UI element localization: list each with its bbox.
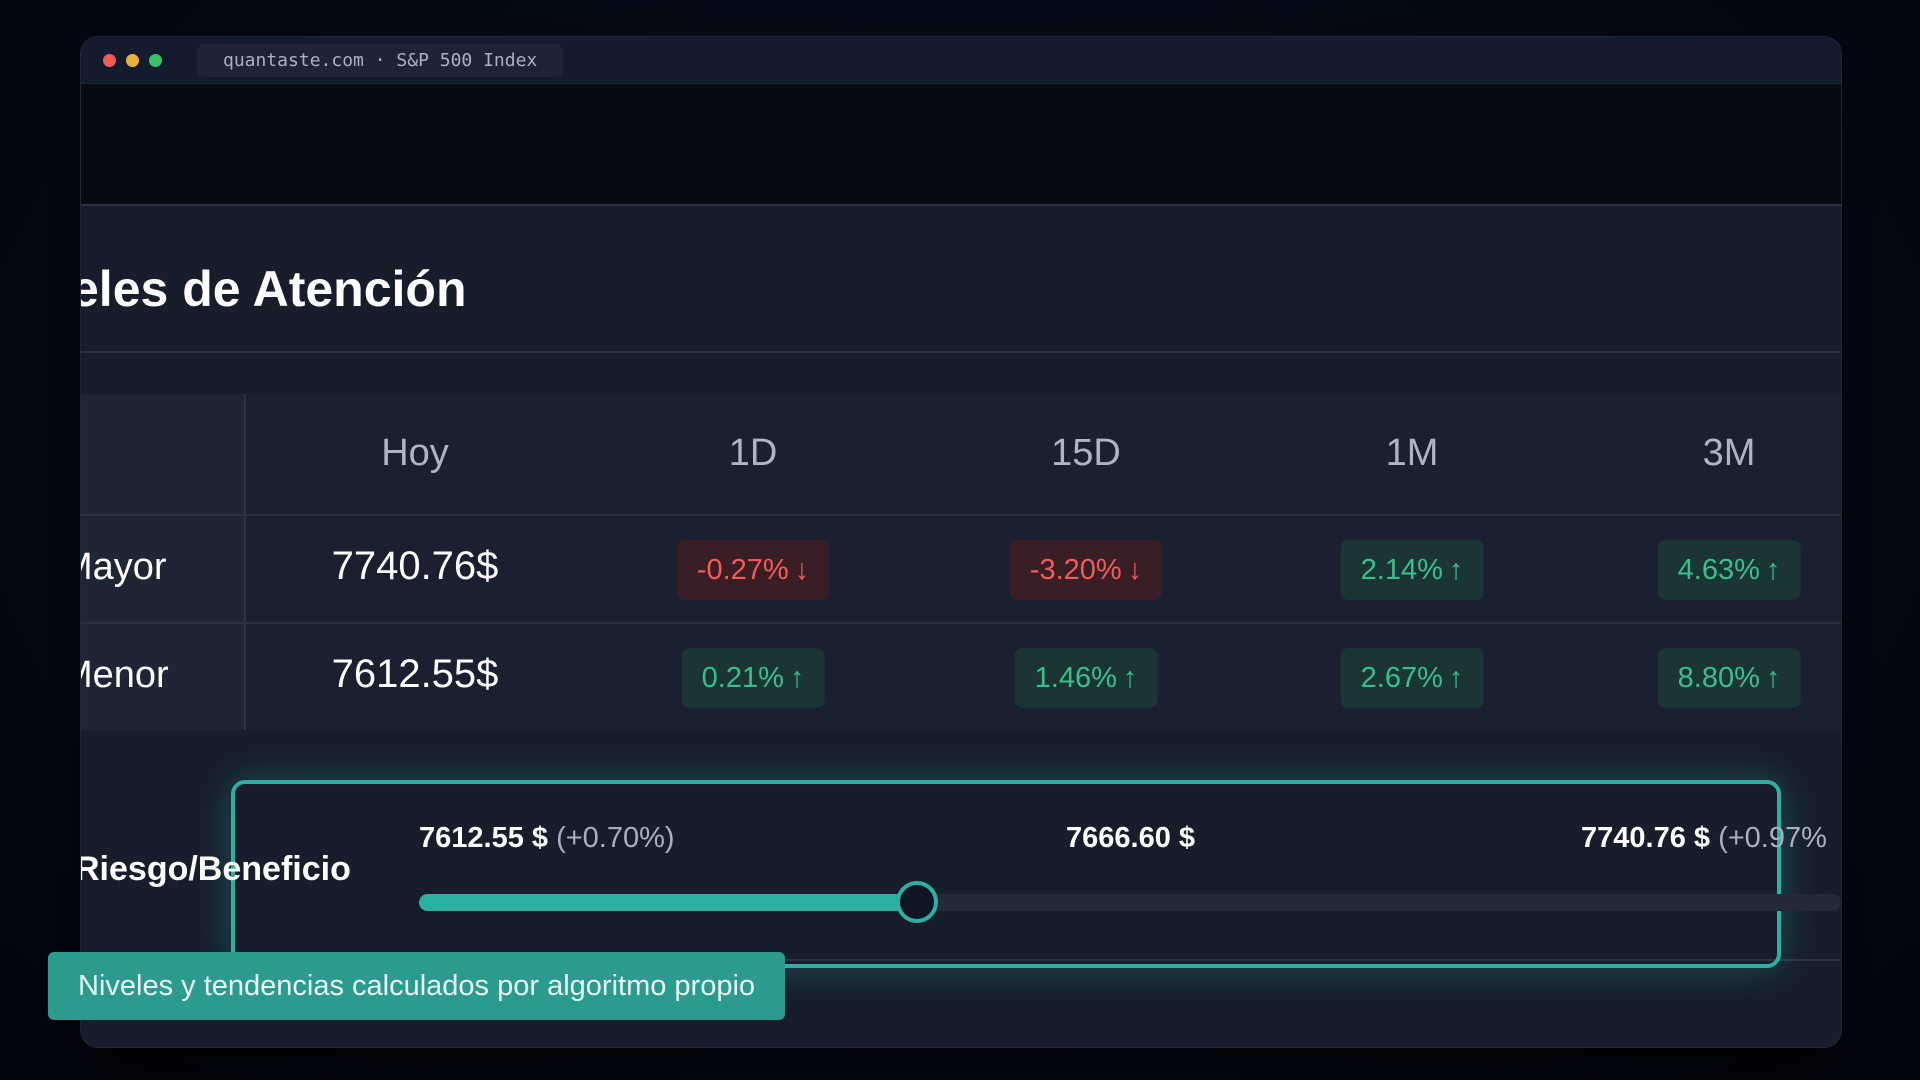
change-chip-mayor-1m: 2.14% ↑: [1340, 540, 1484, 600]
risk-reward-highlight: [231, 780, 1781, 968]
risk-current-price: 7666.60 $: [1066, 822, 1196, 854]
price-menor: 7612.55$: [331, 652, 499, 696]
browser-tab[interactable]: quantaste.com · S&P 500 Index: [197, 44, 564, 77]
change-value: 1.46%: [1034, 662, 1117, 694]
arrow-up-icon: ↑: [1765, 662, 1781, 694]
arrow-up-icon: ↑: [1448, 554, 1464, 586]
row-label-menor: Menor: [81, 654, 169, 696]
title-bar: quantaste.com · S&P 500 Index: [81, 37, 1841, 84]
change-value: 8.80%: [1677, 662, 1760, 694]
change-value: 4.63%: [1677, 554, 1760, 586]
change-value: 0.21%: [701, 662, 784, 694]
change-chip-menor-3m: 8.80% ↑: [1657, 648, 1801, 708]
change-value: 2.67%: [1360, 662, 1443, 694]
price-mayor: 7740.76$: [331, 544, 499, 588]
risk-slider-thumb[interactable]: [895, 881, 938, 923]
caption-banner: Niveles y tendencias calculados por algo…: [48, 952, 786, 1020]
column-header-1d: 1D: [728, 432, 778, 474]
arrow-down-icon: ↓: [794, 554, 810, 586]
risk-reward-label: Riesgo/Beneficio: [80, 850, 351, 888]
arrow-up-icon: ↑: [1448, 662, 1464, 694]
arrow-down-icon: ↓: [1127, 554, 1143, 586]
risk-low-price: 7612.55 $: [419, 822, 549, 854]
change-chip-mayor-15d: -3.20% ↓: [1009, 540, 1163, 600]
arrow-up-icon: ↑: [789, 662, 805, 694]
main-content: eles de Atención Hoy 1D 15D 1M 3M Mayor …: [81, 206, 1841, 1047]
change-chip-menor-15d: 1.46% ↑: [1014, 648, 1158, 708]
risk-high-pct: (+0.97%: [1718, 822, 1827, 854]
risk-low-pct: (+0.70%): [556, 822, 675, 854]
arrow-up-icon: ↑: [1765, 554, 1781, 586]
arrow-up-icon: ↑: [1122, 662, 1138, 694]
risk-high-value: 7740.76 $ (+0.97%: [1581, 822, 1827, 855]
table-header-row: Hoy 1D 15D 1M 3M: [81, 394, 1841, 516]
risk-low-value: 7612.55 $ (+0.70%): [419, 822, 675, 855]
footer-strip: [81, 1022, 1841, 1047]
change-value: -0.27%: [696, 554, 789, 586]
column-header-3m: 3M: [1702, 432, 1756, 474]
change-chip-menor-1d: 0.21% ↑: [681, 648, 825, 708]
change-chip-mayor-3m: 4.63% ↑: [1657, 540, 1801, 600]
minimize-window-button[interactable]: [126, 54, 139, 67]
change-value: 2.14%: [1360, 554, 1443, 586]
change-chip-menor-1m: 2.67% ↑: [1340, 648, 1484, 708]
change-value: -3.20%: [1029, 554, 1122, 586]
label-column: [81, 394, 246, 730]
top-strip: [81, 84, 1841, 206]
table-row-menor: Menor 7612.55$ 0.21%↑ 1.46%↑ 2.67%↑ 8.80…: [81, 624, 1841, 730]
close-window-button[interactable]: [103, 54, 116, 67]
heading-row: eles de Atención: [81, 206, 1841, 353]
column-header-15d: 15D: [1051, 432, 1121, 474]
change-chip-mayor-1d: -0.27% ↓: [676, 540, 830, 600]
risk-high-price: 7740.76 $: [1581, 822, 1711, 854]
column-header-hoy: Hoy: [381, 432, 449, 474]
page-title: eles de Atención: [80, 261, 467, 317]
column-header-1m: 1M: [1385, 432, 1439, 474]
risk-reward-section: Riesgo/Beneficio 7612.55 $ (+0.70%) 7666…: [80, 730, 1841, 968]
risk-slider-fill: [419, 894, 917, 911]
browser-window: quantaste.com · S&P 500 Index eles de At…: [80, 36, 1842, 1048]
maximize-window-button[interactable]: [149, 54, 162, 67]
